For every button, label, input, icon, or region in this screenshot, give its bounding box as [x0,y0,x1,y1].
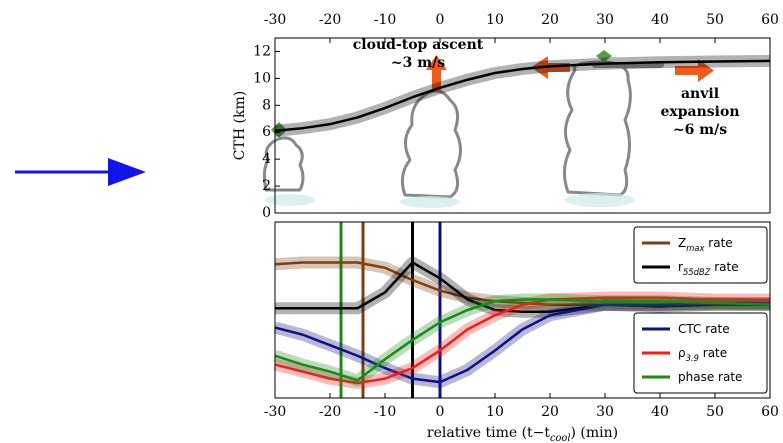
legend-label: ρ3.9 rate [678,346,727,363]
legend: CTC rate ρ3.9 rate phase rate [633,312,768,394]
x-tick-label: 50 [706,404,724,420]
x-tick-label: 10 [486,12,504,28]
x-tick-label: 10 [486,404,504,420]
y-tick-label: 10 [253,70,271,86]
series-line [274,59,771,133]
series-line [274,301,770,384]
decoration [15,50,714,208]
legend: Zmax rate r55dBZ rate [633,226,768,284]
x-tick-label: 60 [761,404,779,420]
axes-frame [274,221,771,399]
x-tick-label: -20 [319,404,342,420]
legend-box [633,312,768,394]
x-tick-label: 0 [436,12,445,28]
x-tick-label: 60 [761,12,779,28]
annotation: ~6 m/s [673,122,727,138]
x-tick-label: 40 [651,404,669,420]
y-tick-label: 6 [262,124,271,140]
x-tick-label: 20 [541,404,559,420]
legend-box [633,226,768,284]
annotation: anvil [681,86,719,102]
legend-label: r55dBZ rate [678,260,739,277]
y-axis-label: CTH (km) [232,91,248,160]
series-line [274,296,770,385]
y-tick-label: 0 [262,205,271,221]
x-tick-label: -10 [374,12,397,28]
annotation: expansion [660,104,739,120]
y-tick-label: 4 [262,151,271,167]
x-tick-label: 50 [706,12,724,28]
legend-label: phase rate [678,370,742,384]
legend-label: CTC rate [678,322,730,336]
axes-frame [274,37,771,214]
y-tick-label: 12 [253,43,271,59]
x-tick-label: 20 [541,12,559,28]
y-tick-label: 2 [262,178,271,194]
x-tick-label: 0 [436,404,445,420]
annotation: cloud-top ascent [353,37,484,53]
x-tick-label: 30 [596,404,614,420]
annotation: ~3 m/s [391,55,445,71]
x-axis-label: relative time (t−tcool) (min) [427,425,618,443]
x-tick-label: -10 [374,404,397,420]
x-tick-label: 40 [651,12,669,28]
series-line [274,298,771,382]
x-tick-label: -20 [319,12,342,28]
y-tick-label: 8 [262,97,271,113]
legend-label: Zmax rate [678,236,733,253]
x-tick-label: 30 [596,12,614,28]
x-tick-label: -30 [264,12,287,28]
x-tick-label: -30 [264,404,287,420]
